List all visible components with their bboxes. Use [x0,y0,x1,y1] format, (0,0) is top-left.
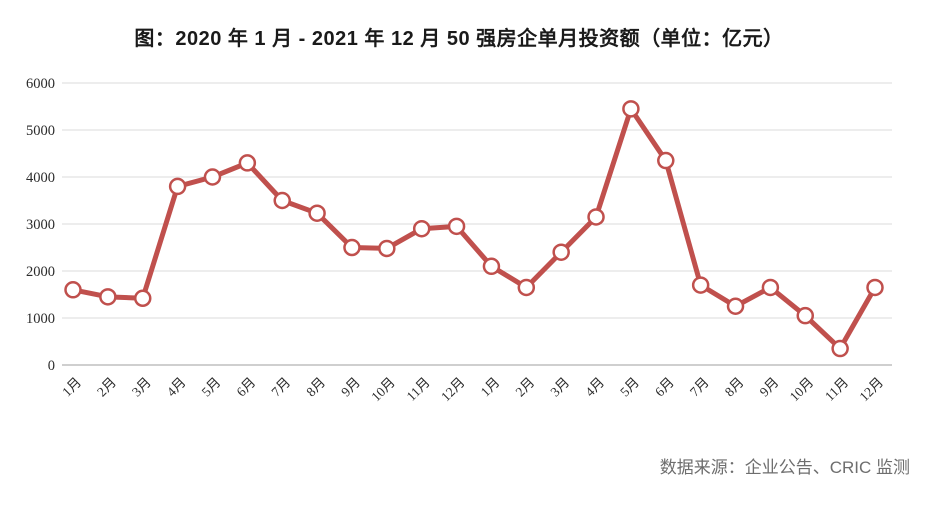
x-axis-tick-label: 8月 [722,375,747,400]
x-axis-tick-label: 12月 [438,375,468,405]
data-point-marker [726,297,745,315]
x-axis-tick-label: 4月 [164,375,189,400]
data-point-marker [64,281,82,299]
data-point-marker [657,151,675,170]
x-axis-tick-label: 7月 [268,375,293,400]
x-axis-tick-label: 6月 [234,375,259,400]
y-axis-tick-label: 3000 [26,217,55,233]
x-axis-tick-label: 3月 [547,375,572,400]
data-point-marker [412,219,431,238]
y-axis-tick-label: 6000 [26,76,55,92]
x-axis-tick-label: 5月 [617,375,642,400]
x-axis-tick-label: 10月 [368,375,398,405]
data-point-marker [482,257,501,276]
x-axis-tick-label: 7月 [687,375,712,400]
y-axis-tick-label: 0 [48,358,55,374]
data-point-marker [238,154,257,172]
data-point-marker [99,288,117,306]
data-source-note: 数据来源：企业公告、CRIC 监测 [659,458,910,477]
y-axis-tick-label: 4000 [26,170,55,186]
x-axis-tick-label: 6月 [652,375,677,400]
x-axis-tick-label: 8月 [303,375,328,400]
x-axis-tick-label: 11月 [403,375,432,404]
x-axis-tick-label: 10月 [787,375,817,405]
y-axis-tick-label: 1000 [26,311,55,327]
x-axis-tick-label: 9月 [338,375,363,400]
data-point-marker [796,306,815,325]
data-point-marker [133,289,152,308]
x-axis-tick-label: 2月 [513,375,538,400]
data-point-marker [691,276,710,294]
x-axis-tick-label: 1月 [478,375,503,400]
chart-title: 图：2020 年 1 月 - 2021 年 12 月 50 强房企单月投资额（单… [134,28,784,50]
x-axis-tick-label: 12月 [856,375,886,405]
y-axis-tick-label: 2000 [26,264,55,280]
data-point-marker [447,217,466,236]
x-axis-tick-label: 4月 [582,375,607,400]
x-axis-tick-label: 5月 [199,375,224,400]
data-point-marker [168,177,187,196]
data-point-marker [622,100,640,118]
x-axis-tick-label: 2月 [94,375,119,400]
y-axis-tick-label: 5000 [26,123,55,139]
data-point-marker [761,278,780,297]
x-axis-tick-label: 3月 [129,375,154,400]
series-line [70,106,878,352]
data-point-marker [203,168,222,186]
x-axis-tick-label: 11月 [822,375,851,404]
x-axis-tick-label: 1月 [59,375,84,400]
data-point-marker [308,204,326,222]
data-point-marker [517,278,536,297]
data-point-marker [831,339,849,358]
data-point-marker [343,238,361,257]
data-point-marker [552,243,570,261]
data-point-marker [273,191,291,210]
x-axis-tick-label: 9月 [757,375,782,400]
data-point-marker [378,239,396,258]
data-point-marker [587,208,605,226]
data-point-marker [866,278,884,297]
